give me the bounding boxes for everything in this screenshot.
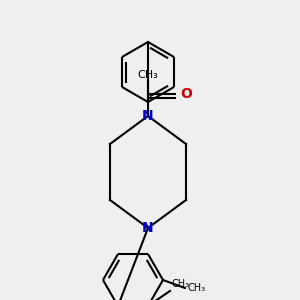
Text: O: O	[180, 87, 192, 101]
Text: CH₃: CH₃	[172, 279, 190, 289]
Text: CH₃: CH₃	[138, 70, 158, 80]
Text: CH₃: CH₃	[187, 283, 205, 293]
Text: N: N	[142, 221, 154, 235]
Text: N: N	[142, 109, 154, 123]
